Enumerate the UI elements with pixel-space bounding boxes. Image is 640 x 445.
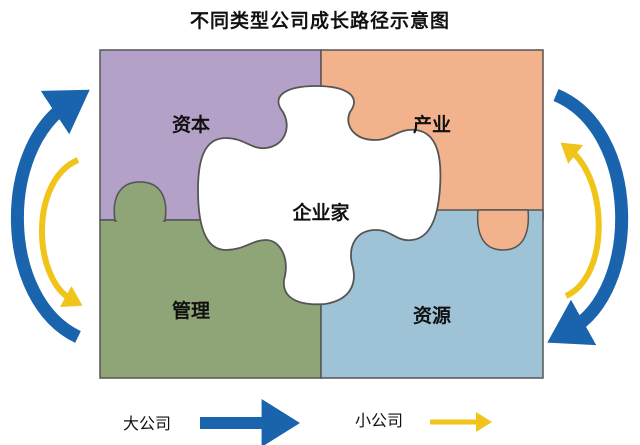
left-large-arrow xyxy=(11,89,90,343)
management-label: 管理 xyxy=(172,299,210,322)
left-small-arrow xyxy=(39,157,83,308)
entrepreneur-center-piece xyxy=(197,85,442,306)
resources-label: 资源 xyxy=(413,304,451,327)
industry-tab xyxy=(476,209,530,251)
entrepreneur-label: 企业家 xyxy=(291,201,350,224)
right-large-arrow xyxy=(547,89,629,346)
right-small-arrow xyxy=(560,142,602,299)
industry-label: 产业 xyxy=(413,113,451,136)
legend-large-company-label: 大公司 xyxy=(123,414,171,433)
legend-small-company-label: 小公司 xyxy=(355,411,403,430)
capital-label: 资本 xyxy=(172,113,210,136)
page-title: 不同类型公司成长路径示意图 xyxy=(189,10,450,32)
